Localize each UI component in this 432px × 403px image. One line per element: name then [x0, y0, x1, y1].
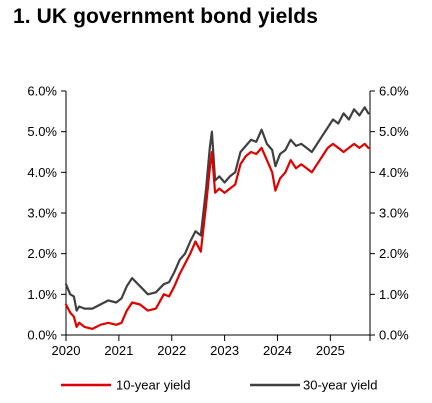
legend-label-10-year-yield: 10-year yield	[116, 378, 190, 393]
x-tick-label: 2023	[210, 343, 239, 358]
left-y-tick-label: 3.0%	[27, 206, 57, 221]
series-line-30-year-yield	[64, 106, 370, 312]
left-y-tick-label: 5.0%	[27, 124, 57, 139]
series-lines-group	[64, 106, 370, 330]
x-tick-label: 2025	[316, 343, 345, 358]
right-y-tick-label: 3.0%	[379, 206, 409, 221]
left-y-tick-label: 0.0%	[27, 328, 57, 343]
right-y-tick-label: 1.0%	[379, 287, 409, 302]
x-tick-label: 2024	[263, 343, 292, 358]
chart-title: 1. UK government bond yields	[13, 5, 319, 28]
left-y-tick-label: 1.0%	[27, 287, 57, 302]
x-tick-label: 2022	[157, 343, 186, 358]
right-y-tick-label: 5.0%	[379, 124, 409, 139]
right-y-tick-label: 0.0%	[379, 328, 409, 343]
x-tick-label: 2021	[104, 343, 133, 358]
left-y-tick-label: 2.0%	[27, 246, 57, 261]
left-y-tick-label: 4.0%	[27, 165, 57, 180]
left-y-tick-label: 6.0%	[27, 84, 57, 99]
axes-group: 0.0% 0.0% 1.0% 1.0% 2.0% 2.0% 3.0% 3.0% 4.0% 4.0%…	[27, 84, 409, 359]
x-tick-label: 2020	[52, 343, 81, 358]
right-y-tick-label: 6.0%	[379, 84, 409, 99]
right-y-tick-label: 2.0%	[379, 246, 409, 261]
legend-label-30-year-yield: 30-year yield	[303, 378, 377, 393]
right-y-tick-label: 4.0%	[379, 165, 409, 180]
series-line-10-year-yield	[64, 142, 370, 330]
legend: 10-year yield 30-year yield	[61, 378, 377, 393]
